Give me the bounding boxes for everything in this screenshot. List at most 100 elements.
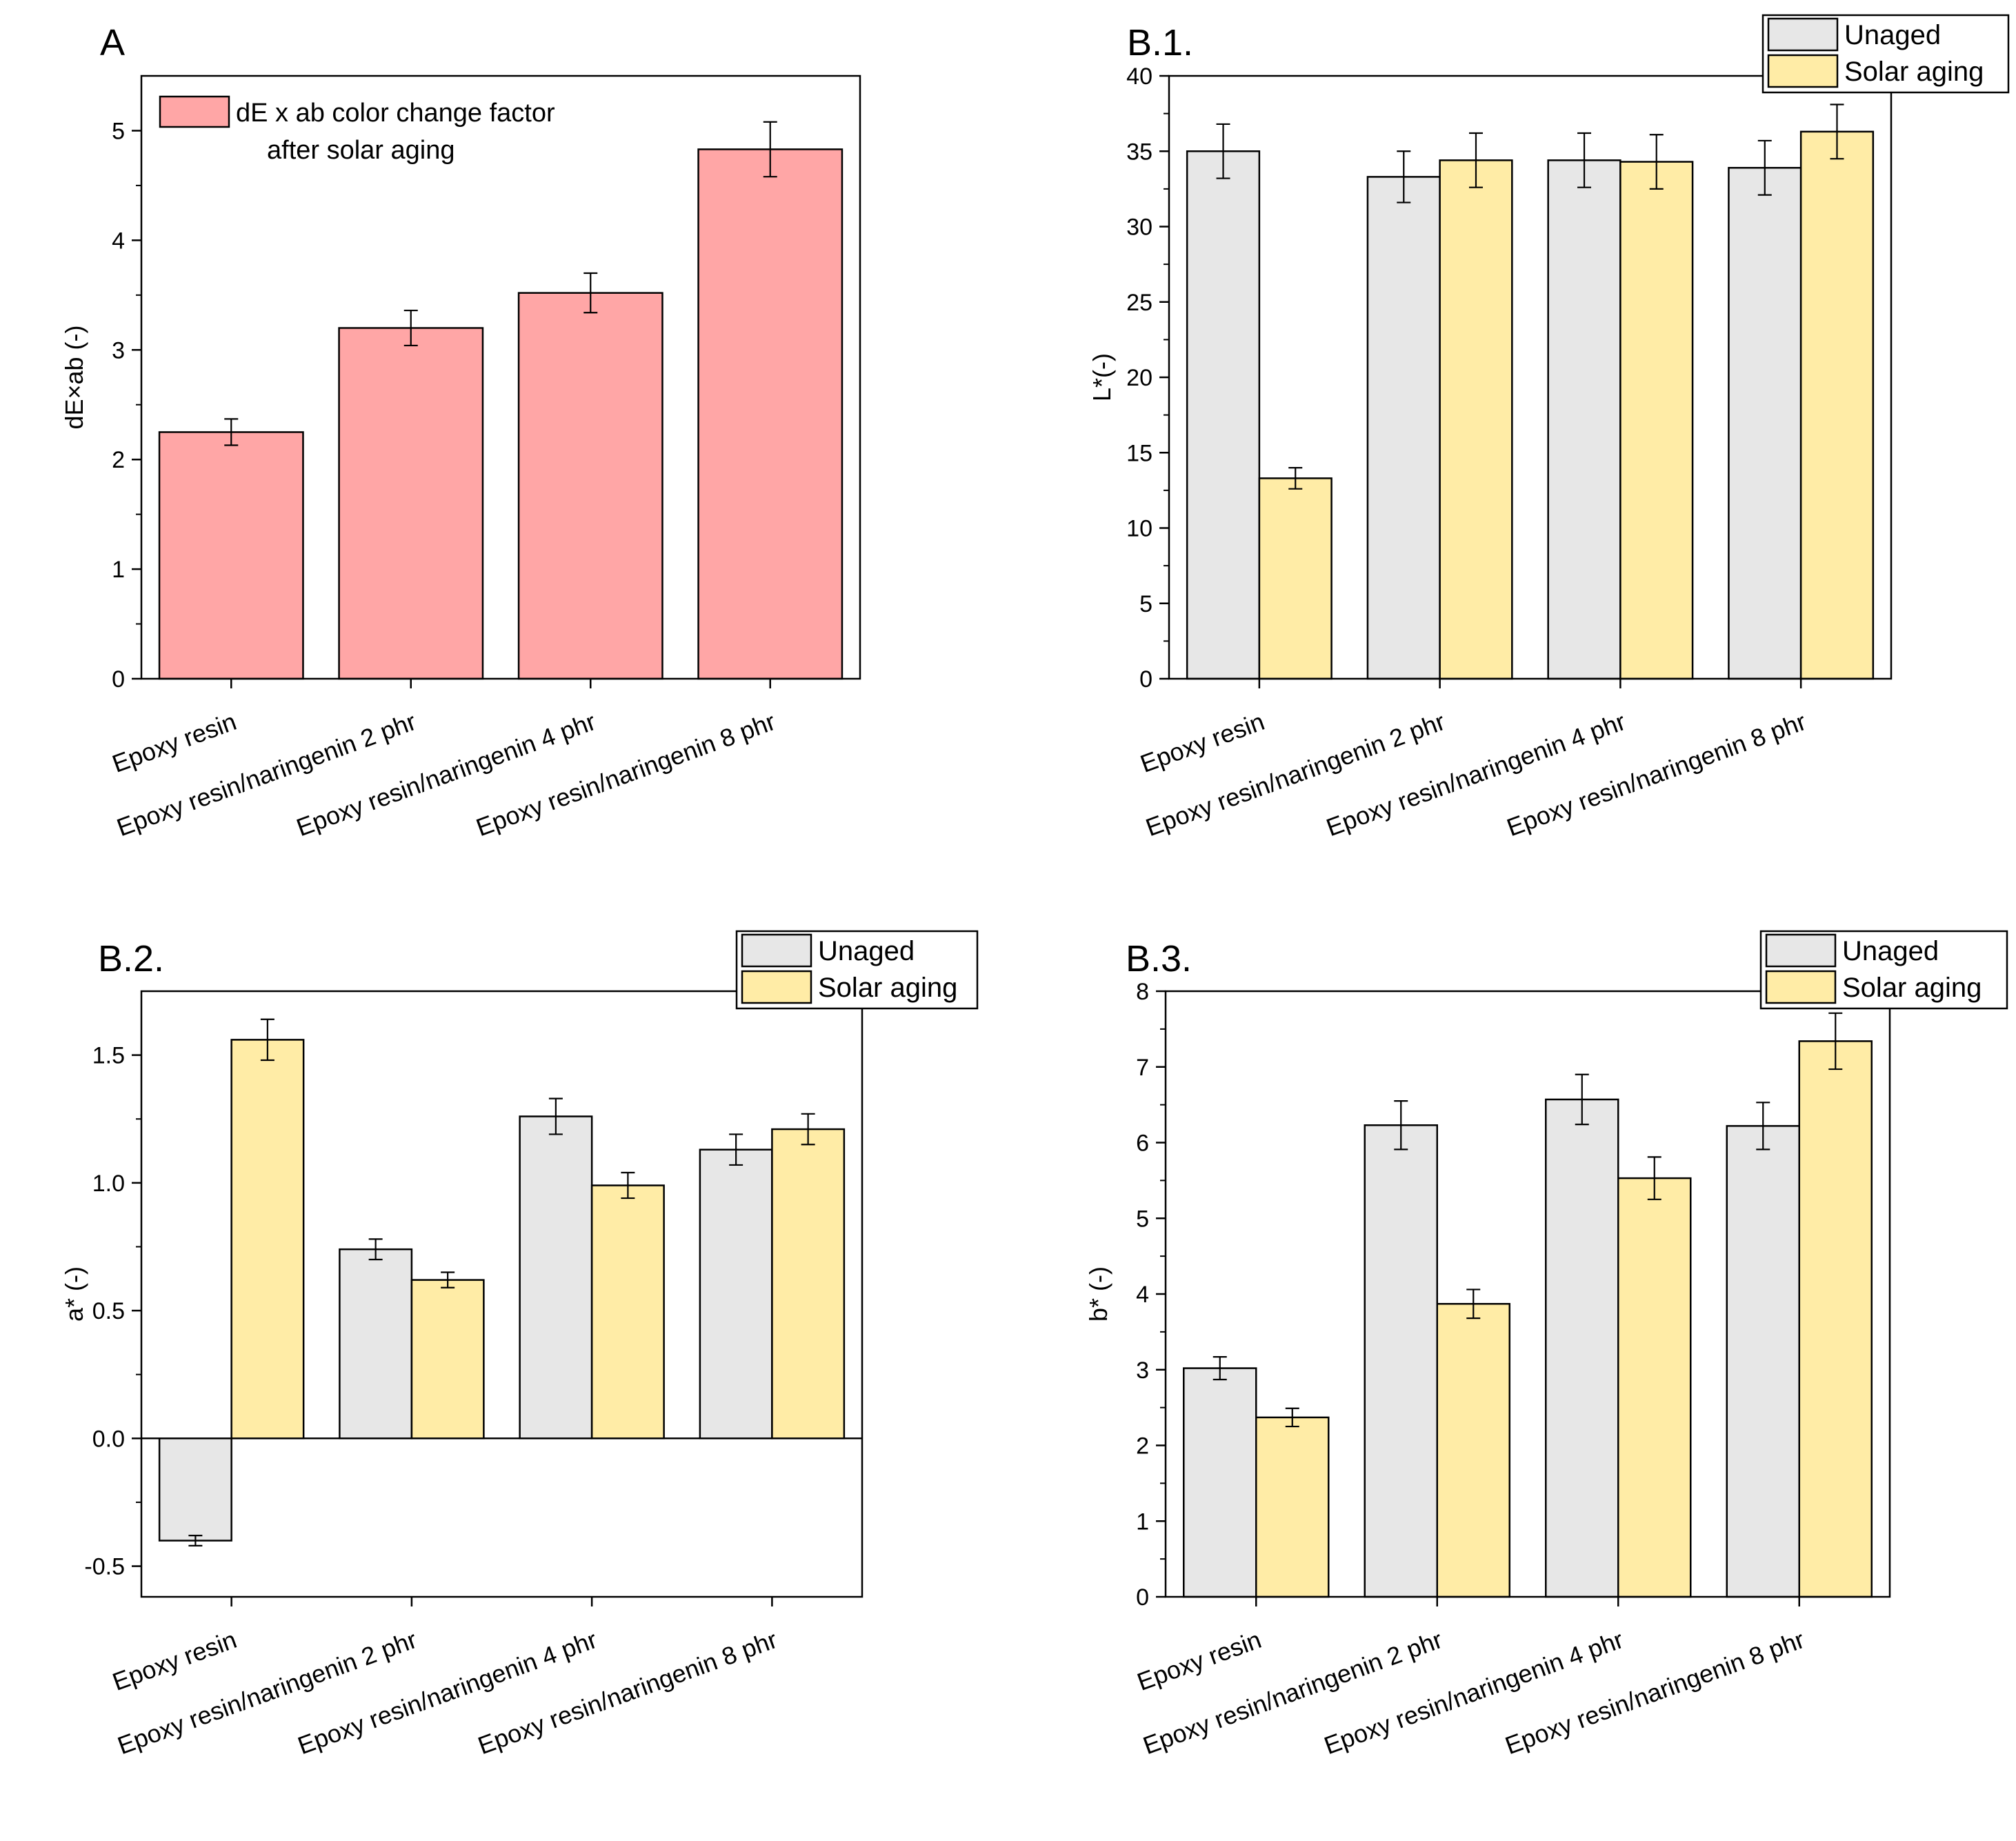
y-tick-label: 0.0 (92, 1426, 125, 1452)
y-tick-label: 3 (112, 337, 125, 364)
y-tick-label: 7 (1136, 1055, 1149, 1081)
legend-swatch (1765, 970, 1837, 1004)
legend-swatch (741, 970, 812, 1004)
y-axis-label: dE×ab (-) (60, 325, 88, 429)
bar (1798, 1040, 1873, 1598)
x-tick-label: Epoxy resin (1133, 1625, 1265, 1696)
bar (1728, 167, 1802, 680)
panel-label: A (100, 22, 125, 63)
legend-label: after solar aging (267, 136, 455, 165)
y-tick-label: 3 (1136, 1357, 1149, 1384)
legend-label: Unaged (1844, 20, 1941, 50)
legend-label: Unaged (1842, 936, 1939, 966)
y-tick-label: 2 (112, 447, 125, 473)
legend-label: Solar aging (818, 973, 957, 1003)
y-tick-label: 10 (1126, 516, 1152, 542)
x-tick-label: Epoxy resin (109, 1625, 241, 1696)
y-tick-label: -0.5 (84, 1554, 125, 1580)
y-tick-label: 30 (1126, 215, 1152, 241)
y-tick-label: 20 (1126, 365, 1152, 391)
x-tick-label: Epoxy resin/naringenin 8 phr (1503, 707, 1810, 842)
x-tick-label: Epoxy resin/naringenin 4 phr (292, 707, 599, 842)
bar (1799, 130, 1875, 680)
y-tick-label: 15 (1126, 440, 1152, 466)
x-tick-label: Epoxy resin/naringenin 4 phr (294, 1625, 601, 1760)
y-tick-label: 0 (112, 666, 125, 693)
x-tick-label: Epoxy resin/naringenin 2 phr (113, 707, 420, 842)
y-axis-label: a* (-) (60, 1266, 88, 1322)
y-axis-label: b* (-) (1084, 1266, 1112, 1322)
bar (1547, 159, 1621, 680)
panel-label: B.2. (98, 938, 164, 979)
y-tick-label: 0 (1136, 1584, 1149, 1611)
y-tick-label: 0.5 (92, 1298, 125, 1324)
legend-swatch (741, 933, 812, 968)
bar (1619, 161, 1694, 680)
y-axis-label: L*(-) (1088, 353, 1116, 401)
bar (158, 1437, 232, 1542)
x-tick-label: Epoxy resin/naringenin 4 phr (1320, 1625, 1627, 1760)
plot-frame (140, 74, 861, 680)
y-tick-label: 1.5 (92, 1043, 125, 1069)
bar (410, 1279, 485, 1440)
bar (590, 1184, 665, 1440)
bar (1366, 176, 1441, 680)
y-tick-label: 6 (1136, 1131, 1149, 1157)
y-tick-label: 5 (1139, 591, 1152, 617)
bar (519, 1115, 593, 1440)
legend: Unaged Solar aging (1759, 930, 2008, 1010)
bar (1439, 159, 1513, 680)
y-tick-label: 35 (1126, 139, 1152, 165)
legend-label: Solar aging (1842, 973, 1982, 1003)
bar (1545, 1098, 1619, 1598)
x-tick-label: Epoxy resin/naringenin 2 phr (1142, 707, 1449, 842)
legend-swatch (1765, 933, 1837, 968)
x-tick-label: Epoxy resin/naringenin 8 phr (474, 1625, 781, 1760)
x-tick-label: Epoxy resin/naringenin 2 phr (114, 1625, 421, 1760)
y-tick-label: 1 (112, 557, 125, 583)
y-tick-label: 5 (112, 118, 125, 144)
bar (1183, 1367, 1257, 1598)
bar (517, 292, 663, 680)
panel-b2: B.2.-0.50.00.51.01.5a* (-)Epoxy resinEpo… (60, 930, 979, 1760)
y-tick-label: 40 (1126, 63, 1152, 90)
y-tick-label: 1.0 (92, 1171, 125, 1197)
x-tick-label: Epoxy resin/naringenin 4 phr (1322, 707, 1629, 842)
bar (1436, 1303, 1510, 1598)
x-tick-label: Epoxy resin (1137, 707, 1268, 778)
legend-label: Solar aging (1844, 57, 1984, 87)
panel-label: B.1. (1127, 22, 1193, 63)
bar (230, 1039, 305, 1440)
legend-swatch (159, 95, 230, 128)
legend: Unaged Solar aging (1761, 14, 2010, 94)
bar (1258, 477, 1333, 680)
legend-label: dE x ab color change factor (236, 99, 555, 128)
bar (1617, 1177, 1692, 1598)
legend-swatch (1767, 17, 1839, 52)
bar (699, 1148, 773, 1440)
y-tick-label: 5 (1136, 1206, 1149, 1232)
bar (771, 1128, 846, 1440)
y-tick-label: 4 (112, 228, 125, 254)
bar (1186, 150, 1261, 680)
legend-label: Unaged (818, 936, 915, 966)
bar (1255, 1416, 1330, 1598)
x-tick-label: Epoxy resin/naringenin 8 phr (1501, 1625, 1808, 1760)
legend: dE x ab color change factor after solar a… (159, 95, 555, 165)
x-tick-label: Epoxy resin/naringenin 2 phr (1139, 1625, 1446, 1760)
bar (1726, 1125, 1800, 1598)
panel-label: B.3. (1126, 938, 1192, 979)
y-tick-label: 8 (1136, 979, 1149, 1005)
y-tick-label: 0 (1139, 666, 1152, 693)
y-tick-label: 2 (1136, 1433, 1149, 1460)
bar (697, 148, 844, 680)
bar (339, 1248, 413, 1440)
x-tick-label: Epoxy resin (108, 707, 240, 778)
bar (158, 431, 304, 680)
legend-swatch (1767, 54, 1839, 88)
x-tick-label: Epoxy resin/naringenin 8 phr (472, 707, 779, 842)
